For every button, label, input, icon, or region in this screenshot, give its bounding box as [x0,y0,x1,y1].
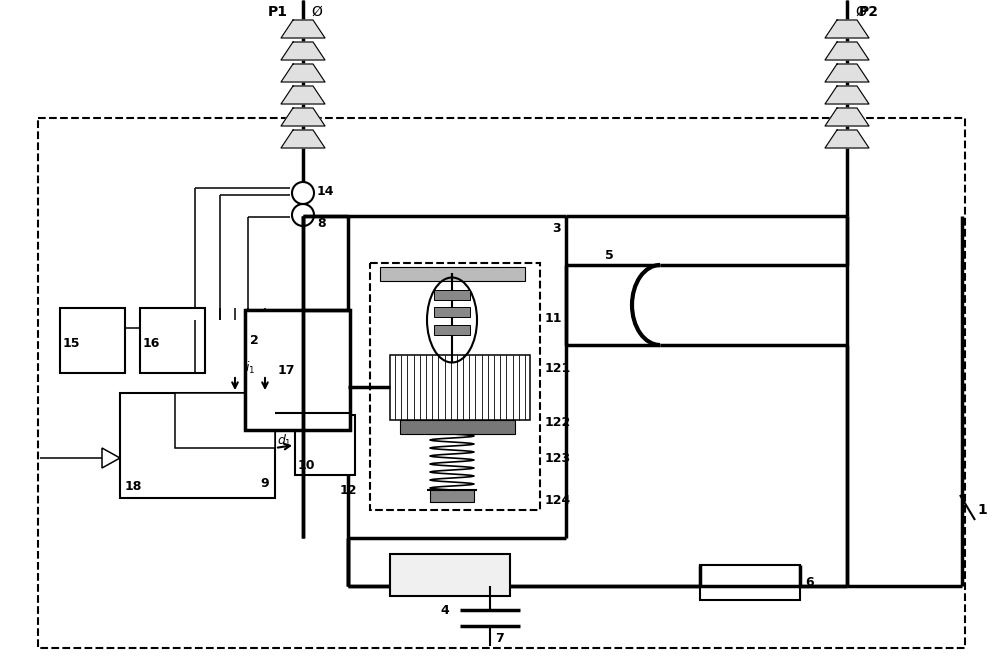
Text: 6: 6 [805,577,814,589]
Polygon shape [281,64,325,82]
Polygon shape [825,86,869,104]
Text: 5: 5 [605,248,614,262]
Text: 18: 18 [125,480,142,492]
Text: 4: 4 [441,603,449,617]
Polygon shape [825,130,869,148]
Text: $i_1$: $i_1$ [245,360,255,376]
Text: 3: 3 [552,221,561,235]
Bar [400,420,515,434]
Bar [380,267,525,281]
Text: 2: 2 [250,334,259,347]
Text: 12: 12 [340,484,358,496]
Text: 1: 1 [977,503,987,517]
Text: 8: 8 [317,217,326,229]
Bar [120,393,275,498]
Bar [245,310,350,430]
Bar [434,307,470,317]
Bar [140,308,205,373]
Text: P1: P1 [268,5,288,19]
Bar [60,308,125,373]
Text: 17: 17 [278,363,296,377]
Polygon shape [825,108,869,126]
Text: 14: 14 [317,185,335,197]
Text: $d_1$: $d_1$ [277,433,292,449]
Polygon shape [825,64,869,82]
Bar [370,263,540,510]
Text: Ø: Ø [311,5,322,19]
Text: Ø: Ø [855,5,866,19]
Text: 123: 123 [545,452,571,464]
Polygon shape [281,20,325,38]
Bar [434,290,470,300]
Bar [38,118,965,648]
Bar [390,355,530,420]
Text: 7: 7 [495,632,504,644]
Bar [295,415,355,475]
Text: 121: 121 [545,361,571,375]
Text: 11: 11 [545,312,562,324]
Bar [434,325,470,335]
Polygon shape [825,42,869,60]
Bar [430,490,474,502]
Bar [175,393,275,448]
Polygon shape [281,42,325,60]
Text: 10: 10 [298,458,316,472]
Text: 16: 16 [143,337,160,349]
Polygon shape [281,130,325,148]
Bar [700,565,800,600]
Polygon shape [825,20,869,38]
Text: 122: 122 [545,415,571,429]
Text: 15: 15 [63,337,81,349]
Polygon shape [281,86,325,104]
Text: 124: 124 [545,494,571,506]
Text: 9: 9 [260,476,269,490]
Text: P2: P2 [859,5,879,19]
Bar [390,554,510,596]
Polygon shape [281,108,325,126]
